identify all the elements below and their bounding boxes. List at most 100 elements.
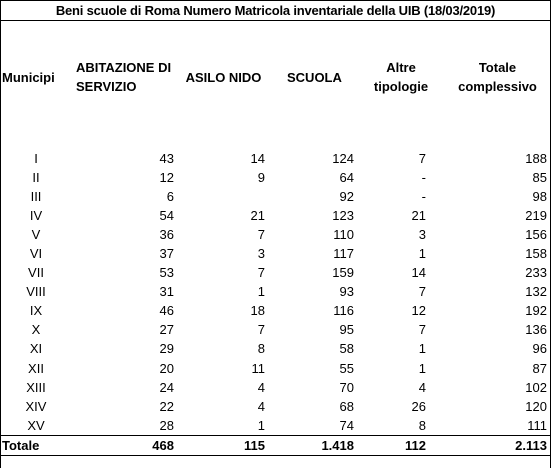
cell-altre: 1 [418,360,426,376]
table-row: VI 37 3 117 1 158 [0,244,551,263]
cell-asilo: 21 [250,207,265,223]
header-altre-tipologie: Altre tipologie [373,60,429,94]
cell-totale: 233 [525,265,547,281]
cell-asilo: 9 [257,169,265,185]
cell-scuola: 95 [339,322,354,338]
totals-row: Totale 468 115 1.418 112 2.113 [0,435,551,457]
table-row: XV 28 1 74 8 111 [0,416,551,436]
cell-asilo: 1 [257,417,265,433]
cell-abitazione: 22 [159,398,174,414]
cell-scuola: 159 [332,265,354,281]
data-table: Municipi ABITAZIONE DI SERVIZIO ASILO NI… [0,21,551,457]
cell-municipio: XIII [26,379,46,395]
cell-scuola: 110 [333,226,354,242]
cell-altre: - [421,188,426,204]
totals-label: Totale [0,435,72,457]
cell-abitazione: 53 [159,265,174,281]
cell-asilo: 11 [251,360,266,376]
cell-abitazione: 43 [159,150,174,166]
table-row: XI 29 8 58 1 96 [0,340,551,359]
cell-asilo: 4 [257,398,265,414]
cell-totale: 158 [525,246,547,262]
cell-totale: 111 [527,417,547,433]
cell-scuola: 68 [339,398,354,414]
cell-altre: 8 [418,417,426,433]
cell-asilo: 7 [257,265,265,281]
cell-altre: - [421,169,426,185]
cell-scuola: 74 [339,417,354,433]
cell-municipio: IX [29,303,43,319]
cell-totale: 96 [532,341,547,357]
cell-abitazione: 31 [159,284,174,300]
cell-totale: 98 [532,188,547,204]
table-row: XIV 22 4 68 26 120 [0,397,551,416]
total-complessivo: 2.113 [444,435,551,457]
cell-municipio: V [31,226,41,242]
table-row: II 12 9 64 - 85 [0,168,551,187]
cell-municipio: II [32,169,40,185]
header-abitazione: ABITAZIONE DI SERVIZIO [76,60,172,94]
table-row: XII 20 11 55 1 87 [0,359,551,378]
cell-scuola: 64 [339,169,354,185]
cell-municipio: VI [29,246,43,262]
cell-municipio: VII [28,265,44,281]
cell-municipio: X [31,322,41,338]
cell-asilo: 18 [250,303,265,319]
header-row: Municipi ABITAZIONE DI SERVIZIO ASILO NI… [0,21,551,149]
cell-asilo: 4 [257,379,265,395]
cell-asilo: 8 [257,341,265,357]
table-row: XIII 24 4 70 4 102 [0,378,551,397]
cell-asilo: 14 [250,150,265,166]
total-abitazione: 468 [72,435,178,457]
cell-totale: 85 [532,169,547,185]
table-row: VIII 31 1 93 7 132 [0,283,551,302]
cell-altre: 26 [411,398,426,414]
cell-municipio: XII [28,360,44,376]
table-row: X 27 7 95 7 136 [0,321,551,340]
cell-asilo: 3 [257,246,265,262]
cell-totale: 87 [532,360,547,376]
cell-abitazione: 36 [159,226,174,242]
total-asilo: 115 [178,435,269,457]
cell-abitazione: 20 [159,360,174,376]
cell-asilo: 7 [257,322,265,338]
cell-asilo: 1 [257,284,265,300]
cell-altre: 1 [418,341,426,357]
header-asilo-nido: ASILO NIDO [185,69,262,85]
cell-totale: 156 [525,226,547,242]
cell-altre: 1 [418,246,426,262]
cell-abitazione: 24 [159,379,174,395]
cell-abitazione: 27 [159,322,174,338]
cell-altre: 4 [418,379,426,395]
cell-abitazione: 46 [159,303,174,319]
table-row: IX 46 18 116 12 192 [0,302,551,321]
total-scuola: 1.418 [269,435,358,457]
cell-altre: 21 [411,207,426,223]
cell-municipio: III [30,188,42,204]
cell-totale: 102 [525,379,547,395]
table-row: IV 54 21 123 21 219 [0,206,551,225]
total-altre: 112 [358,435,444,457]
cell-asilo [178,187,269,206]
cell-scuola: 70 [339,379,354,395]
cell-municipio: I [34,150,38,166]
cell-altre: 3 [418,226,426,242]
cell-totale: 192 [525,303,547,319]
cell-abitazione: 54 [159,207,174,223]
cell-municipio: XIV [25,398,47,414]
cell-abitazione: 12 [159,169,174,185]
header-totale-complessivo: Totale complessivo [458,60,537,94]
table-row: I 43 14 124 7 188 [0,149,551,168]
cell-totale: 219 [525,207,547,223]
table-title: Beni scuole di Roma Numero Matricola inv… [0,0,551,21]
cell-altre: 7 [418,322,426,338]
cell-abitazione: 6 [166,188,174,204]
cell-scuola: 55 [339,360,354,376]
cell-municipio: XI [29,341,43,357]
cell-altre: 12 [411,303,426,319]
cell-altre: 14 [411,265,426,281]
cell-asilo: 7 [257,226,265,242]
cell-scuola: 123 [332,207,354,223]
header-municipi: Municipi [2,69,55,85]
